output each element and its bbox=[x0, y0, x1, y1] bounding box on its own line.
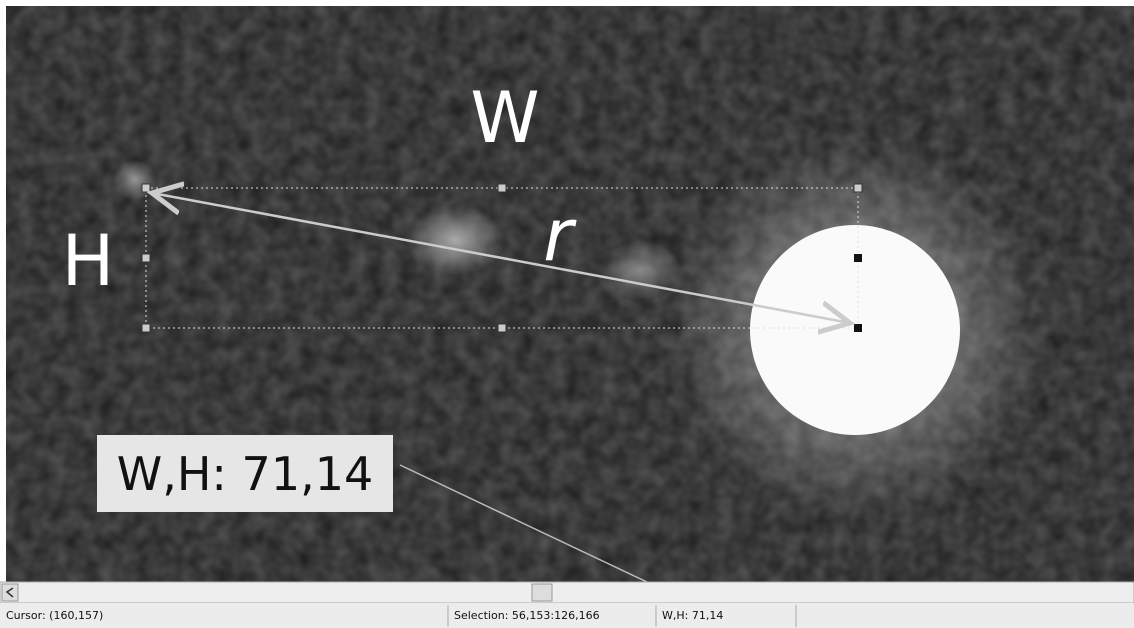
scroll-left-button[interactable] bbox=[2, 584, 18, 601]
handle[interactable] bbox=[854, 254, 862, 262]
handle[interactable] bbox=[498, 184, 506, 192]
handle[interactable] bbox=[854, 324, 862, 332]
handle[interactable] bbox=[854, 184, 862, 192]
callout-text: W,H: 71,14 bbox=[117, 447, 374, 501]
app-window: W H r W,H: 71,14 Cursor: (160,157) Selec… bbox=[0, 0, 1134, 628]
horizontal-scrollbar[interactable] bbox=[0, 582, 1134, 603]
height-label: H bbox=[62, 220, 115, 302]
scroll-thumb[interactable] bbox=[532, 584, 552, 601]
faint-object bbox=[600, 240, 680, 300]
image-view: W H r W,H: 71,14 bbox=[0, 0, 1134, 628]
size-status: W,H: 71,14 bbox=[656, 604, 796, 628]
width-label: W bbox=[470, 77, 539, 159]
handle[interactable] bbox=[142, 254, 150, 262]
handle[interactable] bbox=[142, 184, 150, 192]
handle[interactable] bbox=[498, 324, 506, 332]
faint-object bbox=[113, 160, 157, 200]
faint-object bbox=[405, 205, 505, 275]
handle[interactable] bbox=[142, 324, 150, 332]
cursor-status: Cursor: (160,157) bbox=[0, 604, 448, 628]
distance-label: r bbox=[543, 193, 577, 277]
selection-status: Selection: 56,153:126,166 bbox=[448, 604, 656, 628]
